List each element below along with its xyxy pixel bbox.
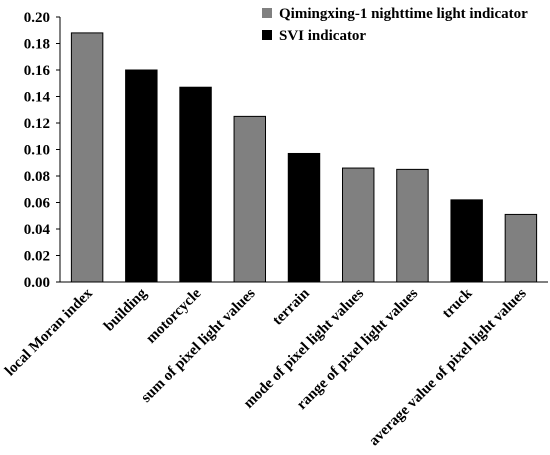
legend-label: Qimingxing-1 nighttime light indicator bbox=[279, 6, 528, 22]
x-tick-label: building bbox=[101, 285, 150, 334]
bar bbox=[125, 69, 158, 283]
bar bbox=[450, 199, 483, 283]
legend-swatch bbox=[262, 8, 272, 18]
y-tick-label: 0.04 bbox=[24, 222, 51, 238]
y-tick-label: 0.20 bbox=[24, 10, 50, 26]
y-tick-label: 0.12 bbox=[24, 116, 50, 132]
y-tick-label: 0.02 bbox=[24, 249, 50, 265]
x-tick-label: truck bbox=[439, 285, 476, 322]
bar bbox=[233, 115, 267, 283]
y-tick-label: 0.08 bbox=[24, 169, 50, 185]
legend-label: SVI indicator bbox=[279, 28, 366, 44]
bar bbox=[179, 86, 212, 283]
x-tick-label: terrain bbox=[270, 285, 314, 329]
y-tick-label: 0.00 bbox=[24, 275, 50, 291]
legend-swatch bbox=[262, 30, 272, 40]
bar bbox=[341, 167, 375, 283]
y-tick-label: 0.16 bbox=[24, 63, 51, 79]
y-axis: 0.00 0.02 0.04 0.06 0.08 0.10 0.12 0.14 0.16 0.18… bbox=[24, 10, 61, 291]
x-tick-label: sum of pixel light values bbox=[138, 285, 258, 405]
bar bbox=[287, 152, 321, 283]
legend: Qimingxing-1 nighttime light indicator SV… bbox=[262, 6, 528, 44]
bar bbox=[70, 32, 104, 283]
x-tick-label: local Moran index bbox=[2, 285, 96, 379]
bars bbox=[70, 32, 538, 283]
y-tick-label: 0.06 bbox=[24, 196, 51, 212]
bar bbox=[504, 213, 538, 283]
bar bbox=[396, 168, 429, 283]
y-tick-label: 0.18 bbox=[24, 37, 50, 53]
y-tick-label: 0.10 bbox=[24, 143, 50, 159]
y-tick-label: 0.14 bbox=[24, 90, 51, 106]
